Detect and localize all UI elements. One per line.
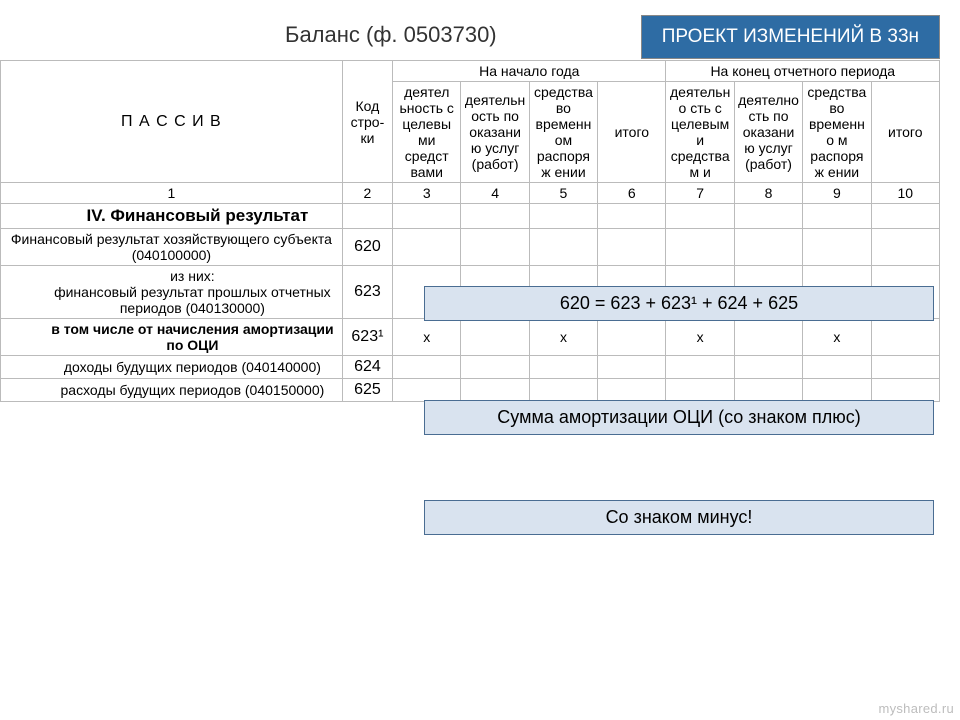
table-row: Финансовый результат хозяйствующего субъ… (1, 229, 940, 266)
data-cell (598, 356, 666, 379)
num-1: 1 (1, 183, 343, 204)
callout-box: 620 = 623 + 623¹ + 624 + 625 (424, 286, 934, 321)
num-10: 10 (871, 183, 939, 204)
data-cell (871, 379, 939, 402)
data-cell (666, 379, 734, 402)
data-cell (598, 319, 666, 356)
row-label: расходы будущих периодов (040150000) (1, 379, 343, 402)
data-cell (734, 229, 802, 266)
num-9: 9 (803, 183, 871, 204)
header-row-1: П А С С И В Код стро-ки На начало года Н… (1, 61, 940, 82)
data-cell: х (529, 319, 597, 356)
data-cell: х (666, 319, 734, 356)
table-row: расходы будущих периодов (040150000)625 (1, 379, 940, 402)
data-cell (529, 229, 597, 266)
table-row: в том числе от начисления амортизации по… (1, 319, 940, 356)
data-cell (393, 356, 461, 379)
row-code: 624 (342, 356, 392, 379)
row-code: 620 (342, 229, 392, 266)
header-col3: деятел ьность с целевы ми средст вами (393, 82, 461, 183)
num-4: 4 (461, 183, 529, 204)
data-cell (393, 229, 461, 266)
header-col5: средства во временн ом распоряж ении (529, 82, 597, 183)
num-7: 7 (666, 183, 734, 204)
data-cell (461, 319, 529, 356)
header-col8: деятелно сть по оказанию услуг (работ) (734, 82, 802, 183)
data-cell (734, 356, 802, 379)
number-row: 1 2 3 4 5 6 7 8 9 10 (1, 183, 940, 204)
callout-box: Со знаком минус! (424, 500, 934, 535)
data-cell: х (393, 319, 461, 356)
num-6: 6 (598, 183, 666, 204)
num-3: 3 (393, 183, 461, 204)
data-cell (803, 379, 871, 402)
data-cell (734, 379, 802, 402)
row-label: из них: финансовый результат прошлых отч… (1, 266, 343, 319)
data-cell (666, 229, 734, 266)
data-cell (598, 379, 666, 402)
header-col10: итого (871, 82, 939, 183)
row-label: в том числе от начисления амортизации по… (1, 319, 343, 356)
section-title-row: IV. Финансовый результат (1, 204, 940, 229)
row-code: 623¹ (342, 319, 392, 356)
header-passive: П А С С И В (1, 61, 343, 183)
header-period-start: На начало года (393, 61, 666, 82)
num-5: 5 (529, 183, 597, 204)
header-col4: деятельн ость по оказанию услуг (работ) (461, 82, 529, 183)
data-cell (803, 229, 871, 266)
data-cell (871, 319, 939, 356)
data-cell (461, 229, 529, 266)
watermark: myshared.ru (878, 701, 954, 716)
data-cell (461, 379, 529, 402)
data-cell (734, 319, 802, 356)
num-2: 2 (342, 183, 392, 204)
project-changes-badge: ПРОЕКТ ИЗМЕНЕНИЙ В 33н (641, 15, 940, 59)
balance-table: П А С С И В Код стро-ки На начало года Н… (0, 60, 940, 402)
data-cell: х (803, 319, 871, 356)
page-title: Баланс (ф. 0503730) (285, 22, 497, 48)
row-code: 623 (342, 266, 392, 319)
header-col9: средства во временно м распоряж ении (803, 82, 871, 183)
data-cell (666, 356, 734, 379)
data-cell (871, 229, 939, 266)
table-row: доходы будущих периодов (040140000)624 (1, 356, 940, 379)
data-cell (529, 356, 597, 379)
data-cell (871, 356, 939, 379)
row-label: Финансовый результат хозяйствующего субъ… (1, 229, 343, 266)
header-code: Код стро-ки (342, 61, 392, 183)
table-wrapper: П А С С И В Код стро-ки На начало года Н… (0, 60, 960, 402)
data-cell (529, 379, 597, 402)
header-col6: итого (598, 82, 666, 183)
section-title: IV. Финансовый результат (1, 204, 343, 229)
data-cell (598, 229, 666, 266)
row-code: 625 (342, 379, 392, 402)
callout-box: Сумма амортизации ОЦИ (со знаком плюс) (424, 400, 934, 435)
header-period-end: На конец отчетного периода (666, 61, 940, 82)
row-label: доходы будущих периодов (040140000) (1, 356, 343, 379)
data-cell (393, 379, 461, 402)
header-col7: деятельно сть с целевыми средствам и (666, 82, 734, 183)
num-8: 8 (734, 183, 802, 204)
data-cell (461, 356, 529, 379)
data-cell (803, 356, 871, 379)
